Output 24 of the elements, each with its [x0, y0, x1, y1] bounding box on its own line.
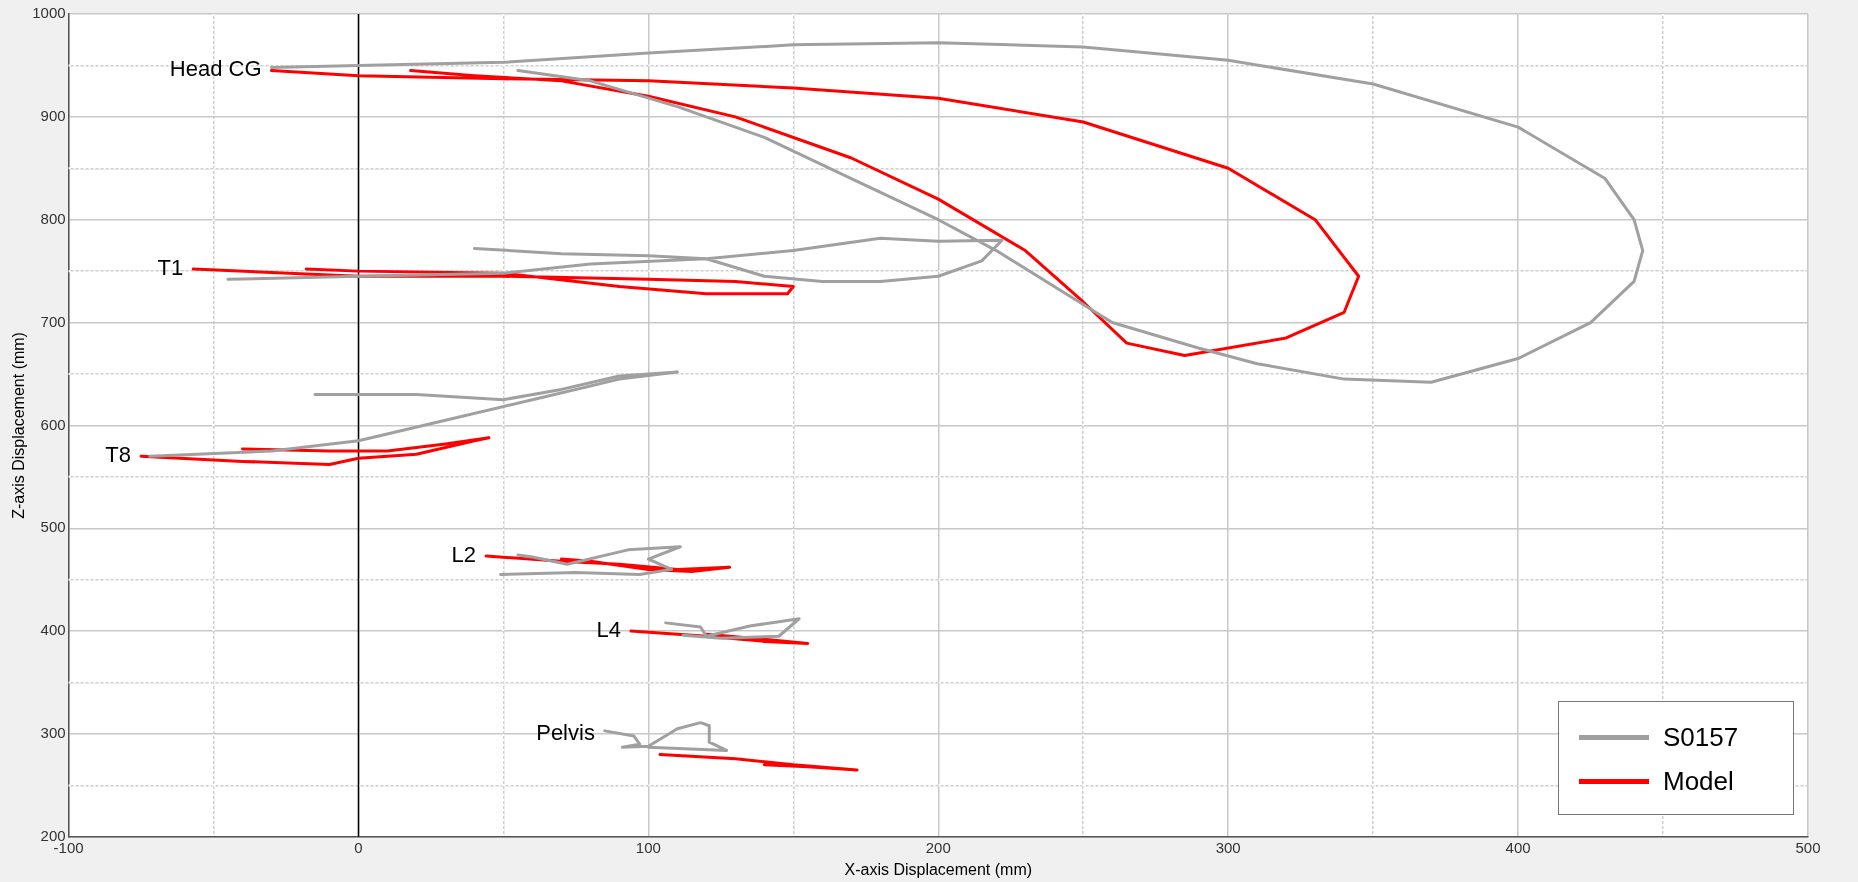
x-tick-label: 500 [1795, 838, 1821, 856]
x-tick-label: 300 [1215, 838, 1241, 856]
annotation: L4 [596, 617, 621, 643]
annotation: L2 [451, 542, 477, 568]
y-axis-title: Z-axis Displacement (mm) [10, 332, 28, 519]
legend-label: S0157 [1663, 722, 1739, 754]
y-tick-label: 400 [40, 621, 66, 639]
legend-label: Model [1663, 766, 1734, 798]
annotation: Head CG [169, 55, 262, 81]
y-tick-label: 300 [40, 724, 66, 742]
annotation: Pelvis [536, 720, 595, 746]
x-tick-label: 0 [354, 838, 363, 856]
x-tick-label: 100 [635, 838, 661, 856]
annotation: T1 [157, 255, 184, 281]
x-axis-title: X-axis Displacement (mm) [844, 860, 1033, 878]
x-tick-label: 400 [1505, 838, 1531, 856]
y-tick-label: 500 [40, 518, 66, 536]
y-tick-label: 1000 [32, 4, 66, 22]
y-tick-label: 800 [40, 209, 66, 227]
y-tick-label: 700 [40, 312, 66, 330]
annotation: T8 [105, 442, 132, 468]
x-tick-label: 200 [925, 838, 951, 856]
y-tick-label: 600 [40, 415, 66, 433]
y-tick-label: 900 [40, 106, 66, 124]
